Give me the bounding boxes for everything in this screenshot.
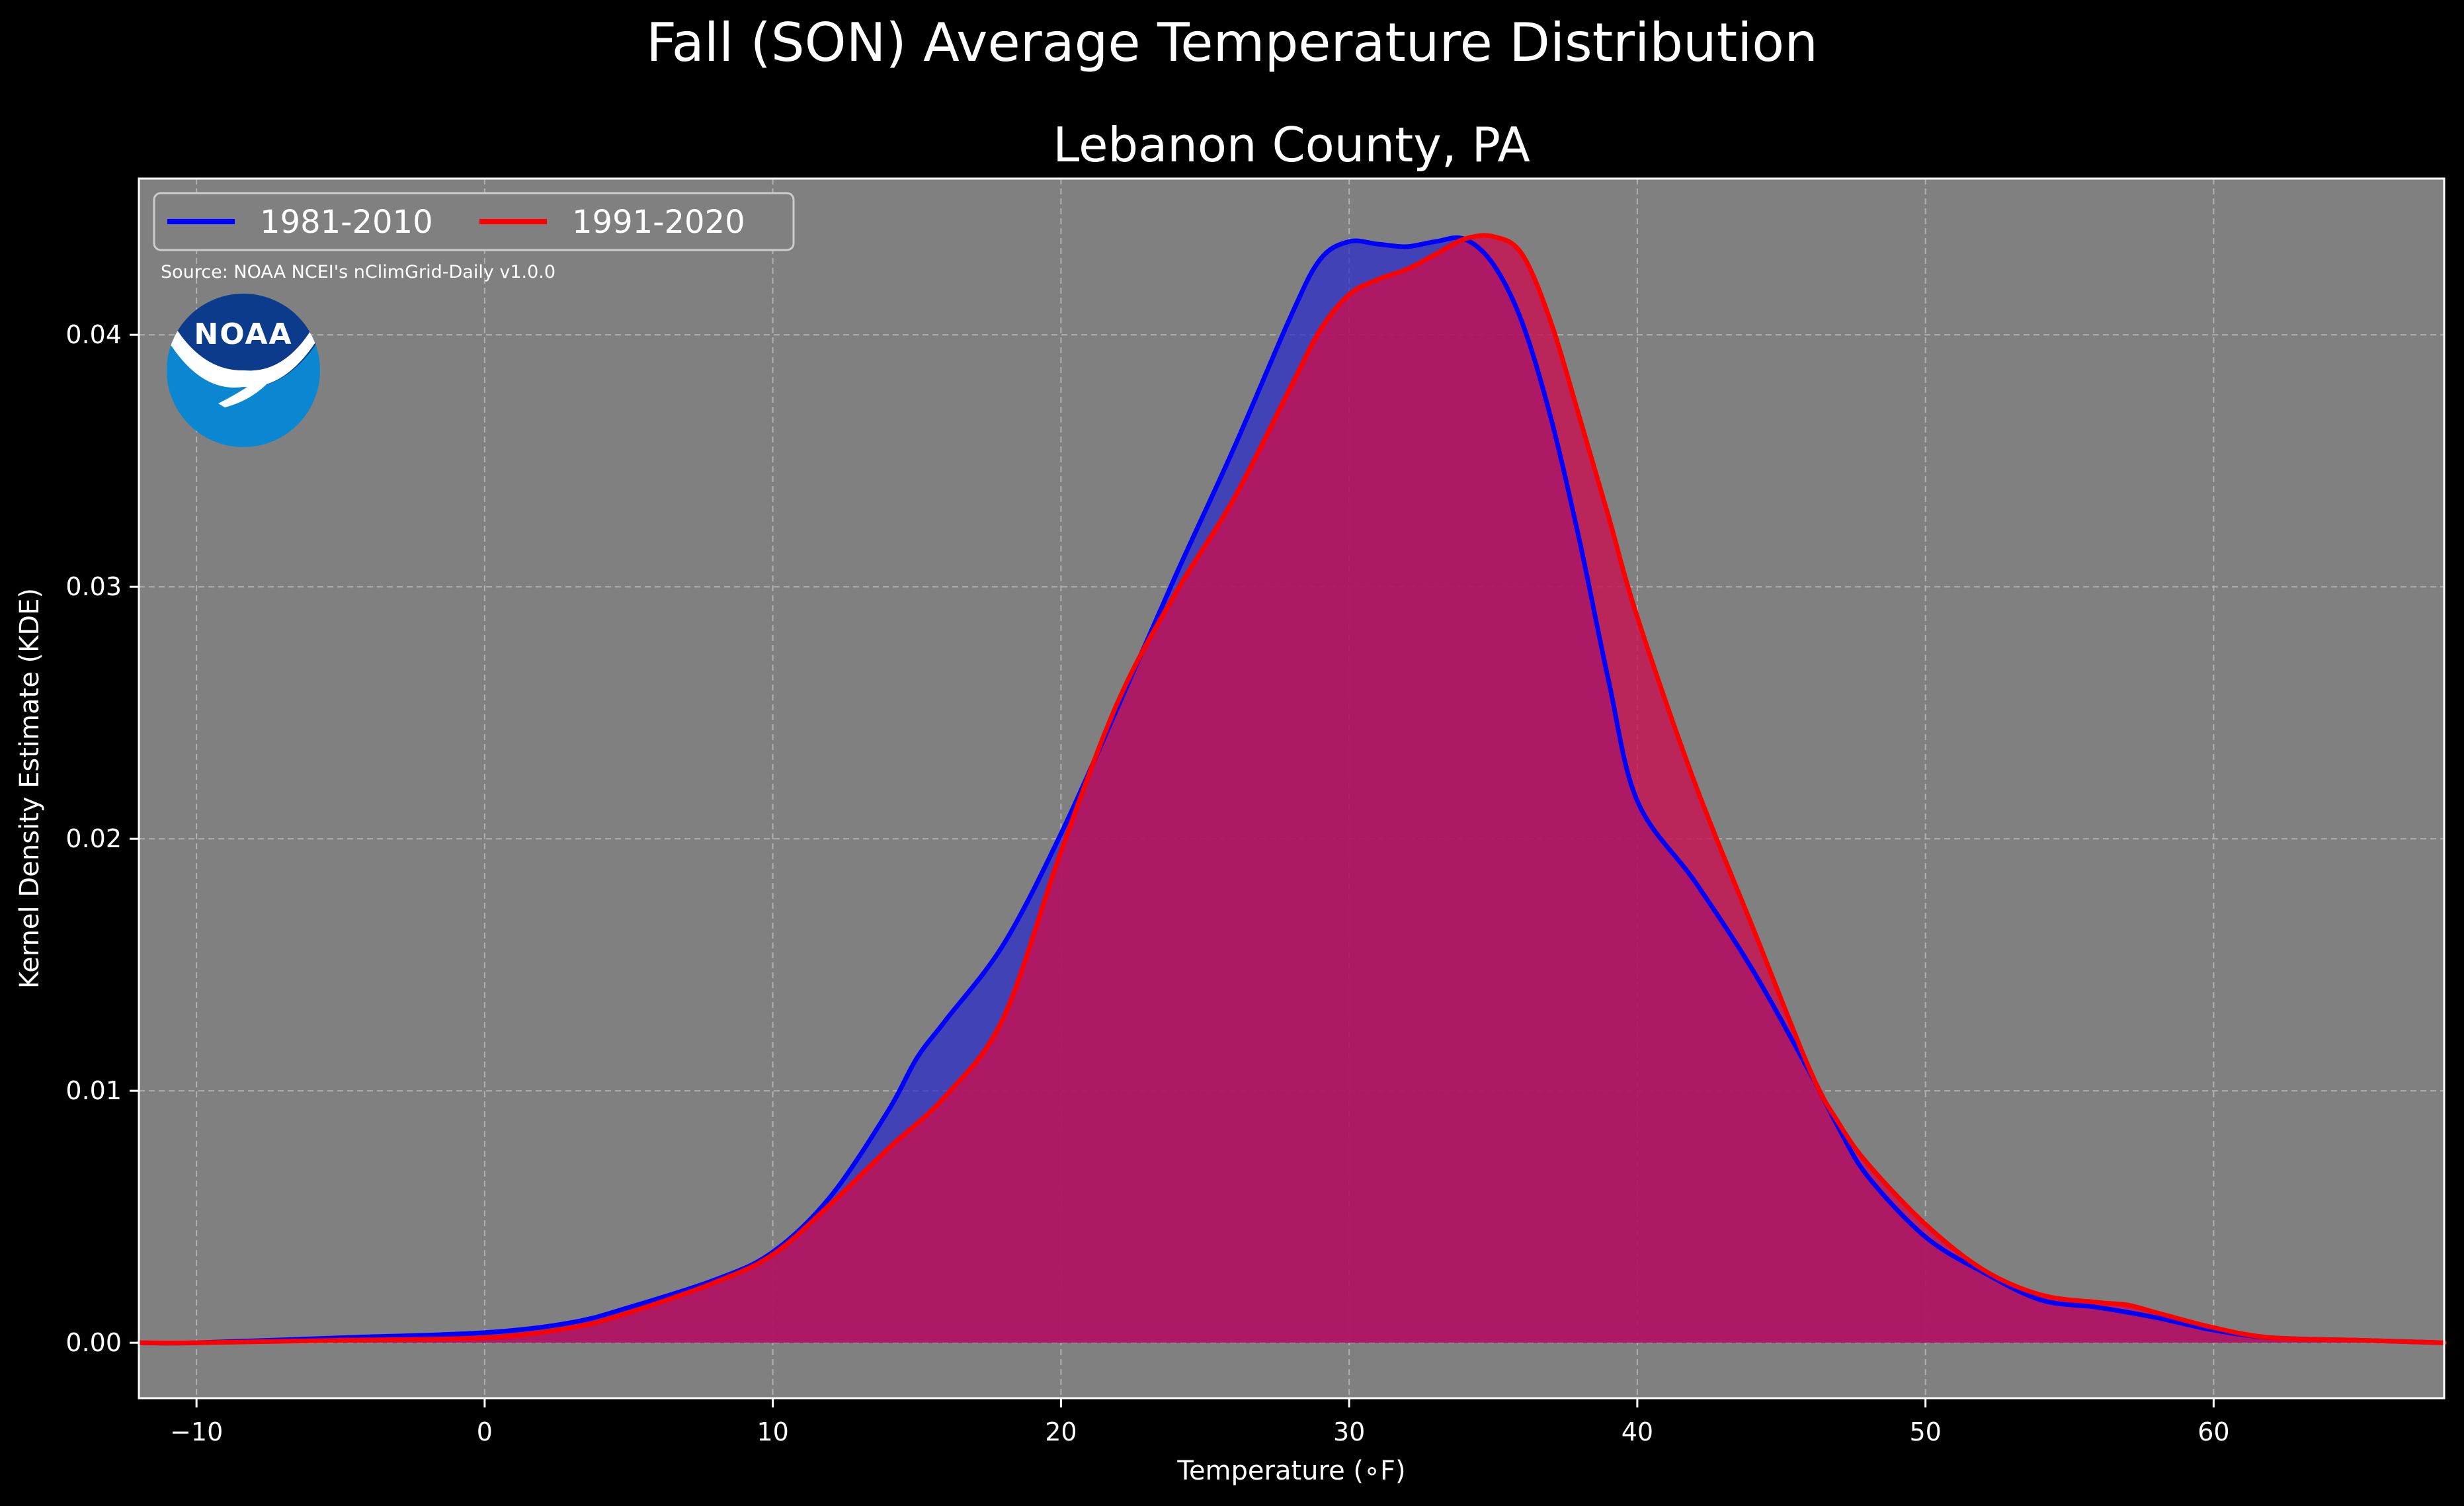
series-fills [139, 235, 2444, 1343]
series-line-1991-2020 [136, 233, 2447, 1345]
chart-title: Fall (SON) Average Temperature Distribut… [646, 12, 1818, 73]
x-tick-label: 30 [1333, 1417, 1365, 1446]
series-fill-1991-2020 [139, 235, 2444, 1343]
y-tick-label: 0.00 [65, 1328, 122, 1357]
x-tick-label: 0 [477, 1417, 493, 1446]
y-axis-label: Kernel Density Estimate (KDE) [15, 588, 45, 989]
noaa-logo-icon: NOAA [167, 294, 320, 447]
plot-frame [138, 177, 2445, 1400]
legend-box [153, 192, 795, 251]
series-lines [136, 233, 2447, 1346]
legend-label-1991-2020: 1991-2020 [572, 204, 745, 241]
noaa-logo-text: NOAA [194, 317, 292, 351]
y-axis: 0.00 0.01 0.02 0.03 0.04 [65, 320, 139, 1357]
x-axis-label: Temperature (∘F) [1176, 1456, 1405, 1486]
legend: 1981-2010 1991-2020 [153, 192, 795, 251]
y-tick-label: 0.04 [65, 320, 122, 349]
x-tick-label: 40 [1622, 1417, 1653, 1446]
x-tick-label: 50 [1909, 1417, 1941, 1446]
x-tick-label: 60 [2197, 1417, 2229, 1446]
x-axis: −10 0 10 20 30 40 50 60 [170, 1398, 2230, 1446]
y-tick-label: 0.03 [65, 572, 122, 601]
x-tick-label: 10 [757, 1417, 788, 1446]
chart-subtitle: Lebanon County, PA [1053, 117, 1530, 173]
source-note: Source: NOAA NCEI's nClimGrid-Daily v1.0… [161, 262, 555, 282]
y-tick-label: 0.01 [65, 1076, 122, 1105]
x-tick-label: 20 [1045, 1417, 1077, 1446]
y-tick-label: 0.02 [65, 824, 122, 853]
legend-label-1981-2010: 1981-2010 [260, 204, 433, 241]
x-tick-label: −10 [170, 1417, 223, 1446]
